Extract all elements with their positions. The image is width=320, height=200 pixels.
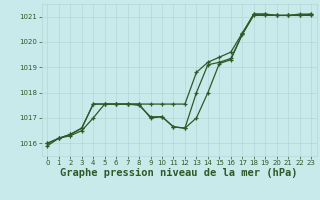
X-axis label: Graphe pression niveau de la mer (hPa): Graphe pression niveau de la mer (hPa): [60, 168, 298, 178]
